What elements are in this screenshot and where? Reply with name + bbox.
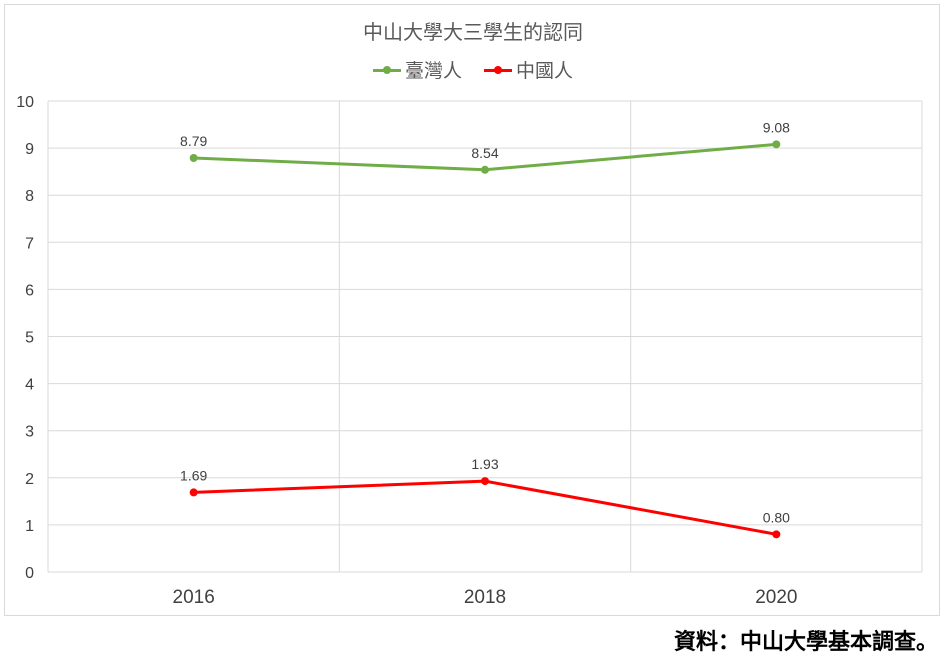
data-point	[481, 477, 489, 486]
data-point	[772, 530, 781, 539]
data-label: 0.80	[763, 509, 790, 525]
y-tick-label: 7	[25, 235, 34, 252]
data-label: 8.79	[180, 133, 207, 149]
chart-frame	[4, 4, 940, 616]
data-point	[481, 165, 489, 174]
data-label: 1.69	[180, 467, 207, 483]
data-label: 8.54	[471, 145, 498, 161]
line-chart: 0 1 2 3 4 5 6 7 8 9 10 2016 2018 2020 8.79 8.54 9.08 1.69…	[16, 94, 923, 608]
y-tick-label: 1	[25, 518, 34, 535]
chart-legend: 臺灣人 中國人	[0, 56, 946, 83]
legend-marker-taiwanese	[372, 64, 401, 76]
data-label: 9.08	[763, 119, 790, 135]
x-tick-label: 2016	[173, 587, 215, 608]
data-point	[772, 140, 781, 149]
y-tick-label: 8	[25, 188, 34, 205]
y-tick-label: 5	[25, 330, 34, 347]
y-tick-label: 4	[25, 377, 34, 394]
legend-marker-chinese	[484, 64, 512, 76]
x-tick-label: 2018	[464, 587, 506, 608]
data-label: 1.93	[471, 456, 498, 472]
y-tick-label: 10	[16, 94, 34, 111]
y-tick-label: 3	[25, 424, 34, 441]
y-tick-label: 0	[25, 565, 34, 582]
x-tick-label: 2020	[755, 587, 797, 608]
data-point	[189, 488, 198, 497]
chart-title: 中山大學大三學生的認同	[363, 20, 583, 44]
y-tick-label: 6	[25, 282, 34, 299]
series-line	[192, 479, 778, 536]
y-tick-label: 9	[25, 141, 34, 158]
legend-label-taiwanese: 臺灣人	[404, 60, 462, 82]
data-point	[189, 153, 198, 162]
legend-label-chinese: 中國人	[516, 60, 574, 82]
legend-item-taiwanese: 臺灣人	[372, 56, 462, 83]
source-note: 資料：中山大學基本調查。	[673, 630, 938, 655]
legend-item-chinese: 中國人	[484, 56, 573, 83]
y-tick-label: 2	[25, 471, 34, 488]
